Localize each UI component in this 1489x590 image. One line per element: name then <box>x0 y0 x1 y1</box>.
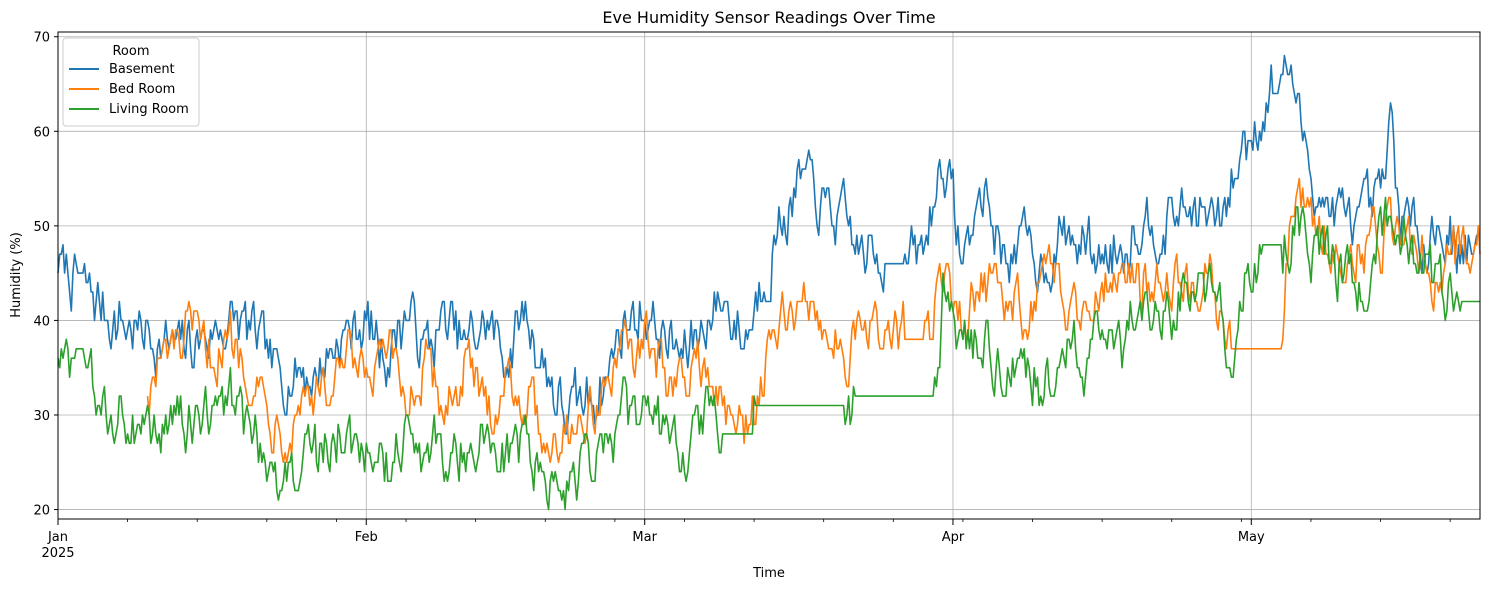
y-tick-label: 30 <box>33 409 50 424</box>
y-axis-label: Humidity (%) <box>9 232 24 318</box>
x-tick-year-label: 2025 <box>41 546 74 561</box>
series-line-bed-room <box>146 177 1481 464</box>
y-tick-label: 50 <box>33 220 50 235</box>
series-lines <box>57 54 1481 511</box>
x-tick-label: May <box>1238 530 1265 545</box>
legend-label: Bed Room <box>109 82 175 97</box>
y-tick-label: 70 <box>33 31 50 46</box>
y-tick-label: 60 <box>33 125 50 140</box>
legend-box <box>62 37 200 127</box>
legend: Room Basement Bed Room Living Room <box>62 37 200 127</box>
plot-frame <box>57 31 1481 520</box>
y-tick-label: 20 <box>33 504 50 519</box>
series-line-living-room <box>57 196 1480 511</box>
chart-title: Eve Humidity Sensor Readings Over Time <box>602 8 935 27</box>
legend-label: Living Room <box>109 102 189 117</box>
x-tick-label: Jan <box>47 530 68 545</box>
x-tick-label: Feb <box>355 530 378 545</box>
axis-ticks: 20 30 40 50 60 70 Jan Feb Mar Apr May 2025 <box>33 31 1451 561</box>
legend-title: Room <box>112 44 149 59</box>
legend-label: Basement <box>109 62 175 77</box>
legend-items: Basement Bed Room Living Room <box>69 62 189 117</box>
y-tick-label: 40 <box>33 314 50 329</box>
x-tick-label: Mar <box>632 530 657 545</box>
x-tick-label: Apr <box>942 530 965 545</box>
x-axis-label: Time <box>752 566 785 581</box>
series-line-basement <box>57 54 1480 435</box>
